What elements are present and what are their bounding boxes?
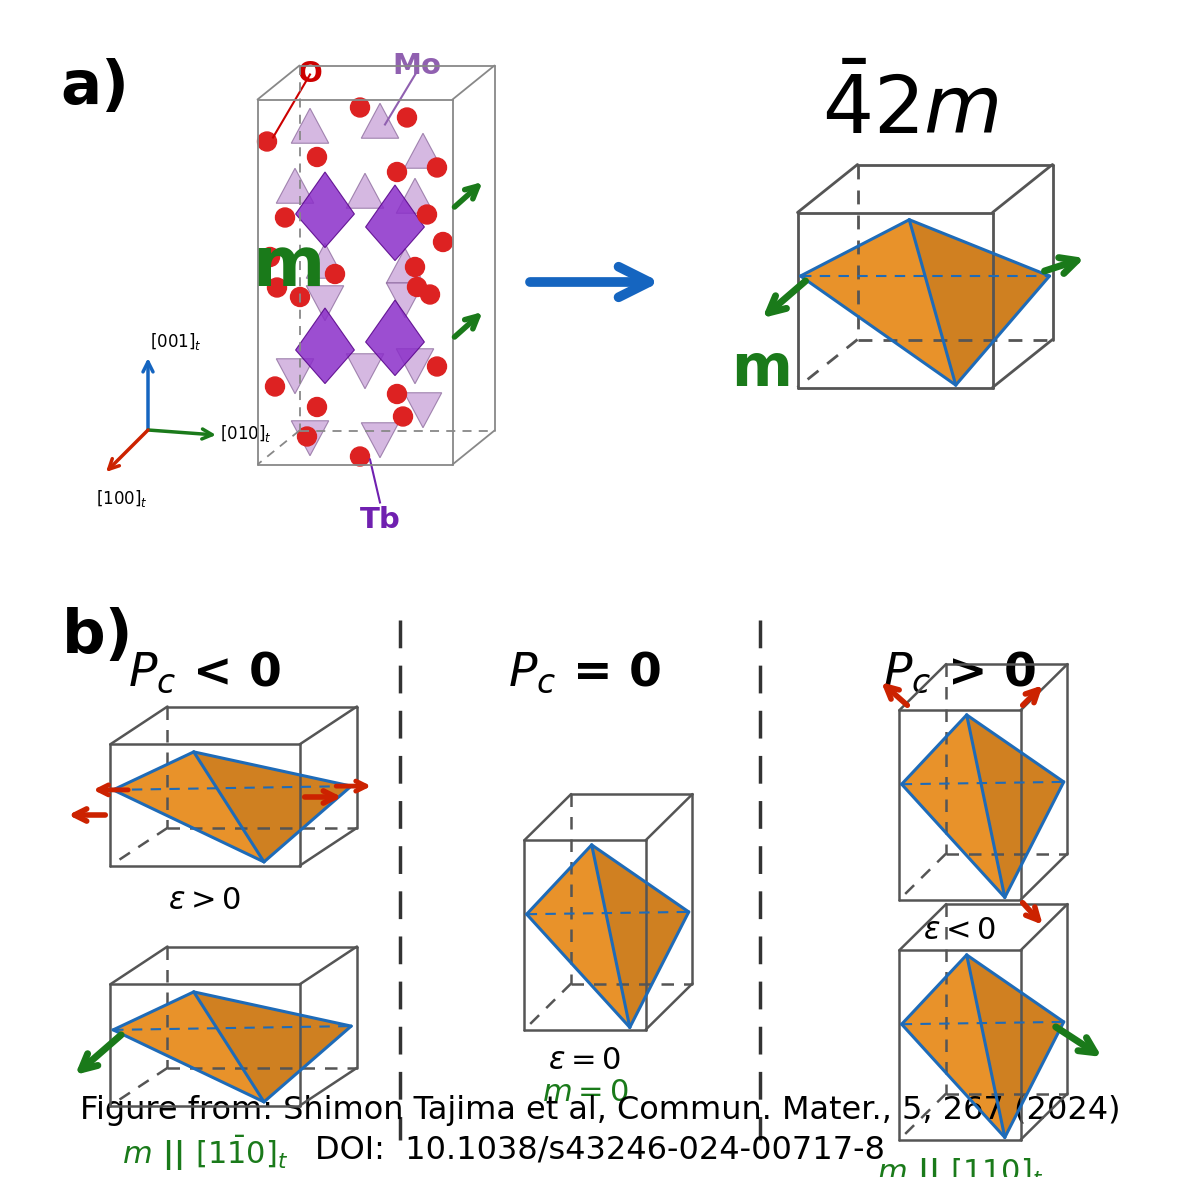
Text: DOI:  10.1038/s43246-024-00717-8: DOI: 10.1038/s43246-024-00717-8 — [314, 1135, 886, 1166]
Circle shape — [325, 265, 344, 284]
Text: [100]$_t$: [100]$_t$ — [96, 488, 148, 508]
Polygon shape — [404, 133, 442, 168]
Polygon shape — [295, 172, 354, 247]
Polygon shape — [113, 752, 352, 790]
Circle shape — [427, 357, 446, 375]
Polygon shape — [366, 300, 425, 375]
Polygon shape — [193, 992, 352, 1102]
Circle shape — [408, 278, 426, 297]
Text: $m$ || $[1\bar{1}0]_t$: $m$ || $[1\bar{1}0]_t$ — [121, 1133, 288, 1173]
Polygon shape — [295, 308, 354, 384]
Polygon shape — [386, 248, 424, 284]
Polygon shape — [361, 104, 398, 138]
Circle shape — [420, 285, 439, 304]
Polygon shape — [901, 955, 1063, 1024]
Polygon shape — [901, 714, 1004, 897]
Polygon shape — [396, 348, 433, 384]
Polygon shape — [527, 845, 689, 915]
Polygon shape — [347, 173, 384, 208]
Text: Tb: Tb — [360, 506, 401, 534]
Circle shape — [265, 377, 284, 395]
Circle shape — [258, 132, 276, 151]
Polygon shape — [306, 244, 343, 278]
Polygon shape — [306, 286, 343, 321]
Polygon shape — [800, 275, 1050, 385]
Polygon shape — [910, 220, 1050, 385]
Polygon shape — [901, 714, 1063, 784]
Circle shape — [433, 233, 452, 252]
Circle shape — [394, 407, 413, 426]
Polygon shape — [901, 1022, 1063, 1137]
Text: Figure from: Shimon Tajima et al, Commun. Mater., 5, 267 (2024): Figure from: Shimon Tajima et al, Commun… — [79, 1095, 1121, 1126]
Text: Mo: Mo — [392, 52, 442, 80]
Text: $\mathit{P_c}$ = 0: $\mathit{P_c}$ = 0 — [509, 650, 661, 696]
Polygon shape — [901, 955, 1004, 1137]
Polygon shape — [347, 354, 384, 388]
Text: $\mathit{P_c}$ < 0: $\mathit{P_c}$ < 0 — [128, 650, 282, 696]
Text: $\mathbf{m}$: $\mathbf{m}$ — [731, 341, 790, 398]
Polygon shape — [527, 845, 630, 1028]
Circle shape — [350, 447, 370, 466]
Polygon shape — [193, 752, 352, 862]
Circle shape — [388, 162, 407, 181]
Circle shape — [388, 385, 407, 404]
Text: $\varepsilon < 0$: $\varepsilon < 0$ — [923, 916, 997, 945]
Circle shape — [307, 398, 326, 417]
Text: a): a) — [60, 58, 130, 117]
Polygon shape — [361, 423, 398, 458]
Text: $m$ || $[110]_t$: $m$ || $[110]_t$ — [877, 1156, 1043, 1177]
Polygon shape — [113, 786, 352, 862]
Circle shape — [276, 208, 294, 227]
Polygon shape — [113, 752, 264, 862]
Polygon shape — [800, 220, 955, 385]
Text: $\varepsilon > 0$: $\varepsilon > 0$ — [168, 886, 241, 916]
Circle shape — [268, 278, 287, 297]
Circle shape — [290, 287, 310, 306]
Text: [001]$_t$: [001]$_t$ — [150, 331, 202, 352]
Circle shape — [307, 147, 326, 166]
Polygon shape — [292, 420, 329, 455]
Polygon shape — [396, 178, 433, 213]
Polygon shape — [276, 359, 313, 394]
Polygon shape — [404, 393, 442, 427]
Polygon shape — [527, 912, 689, 1028]
Polygon shape — [292, 108, 329, 144]
Polygon shape — [113, 992, 352, 1030]
Text: $\mathit{P_c}$ > 0: $\mathit{P_c}$ > 0 — [883, 650, 1037, 696]
Circle shape — [418, 205, 437, 224]
Text: $\varepsilon = 0$: $\varepsilon = 0$ — [548, 1046, 622, 1075]
Circle shape — [397, 108, 416, 127]
Text: $\bar{4}2m$: $\bar{4}2m$ — [822, 72, 998, 151]
Polygon shape — [967, 714, 1063, 897]
Polygon shape — [967, 955, 1063, 1137]
Circle shape — [350, 98, 370, 117]
Circle shape — [298, 427, 317, 446]
Polygon shape — [366, 185, 425, 260]
Polygon shape — [386, 282, 424, 318]
Polygon shape — [800, 220, 1050, 275]
Text: b): b) — [62, 607, 133, 666]
Text: $\mathbf{m}$: $\mathbf{m}$ — [252, 233, 322, 300]
Polygon shape — [592, 845, 689, 1028]
Polygon shape — [901, 782, 1063, 897]
Text: [010]$_t$: [010]$_t$ — [220, 423, 272, 444]
Polygon shape — [113, 1026, 352, 1102]
Polygon shape — [113, 992, 264, 1102]
Text: O: O — [298, 60, 323, 87]
Circle shape — [427, 158, 446, 177]
Polygon shape — [276, 168, 313, 204]
Circle shape — [406, 258, 425, 277]
Circle shape — [260, 247, 280, 266]
Text: $m = 0$: $m = 0$ — [541, 1078, 629, 1108]
